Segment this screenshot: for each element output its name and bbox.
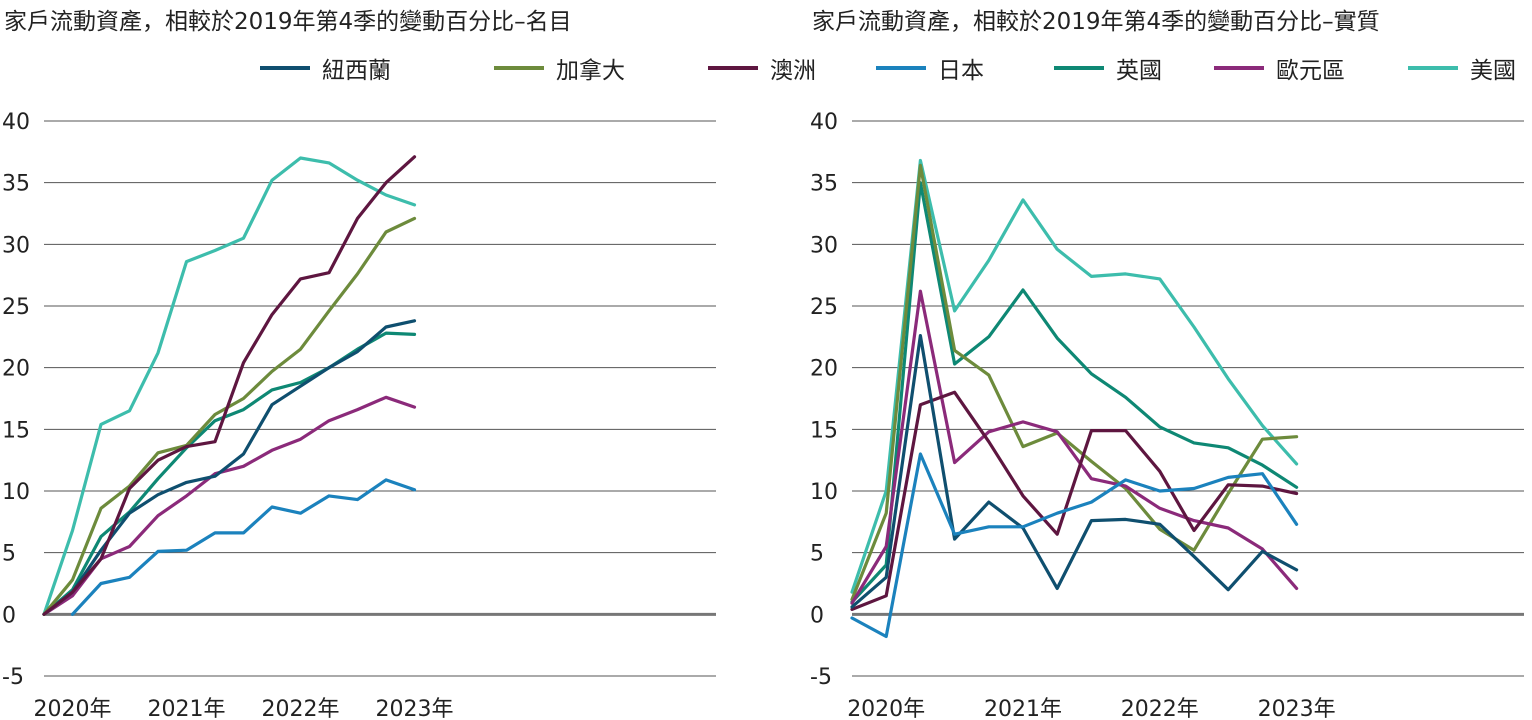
y-tick-label: 30 (2, 233, 30, 258)
series-line-日本 (70, 478, 417, 616)
series-line-紐西蘭 (42, 319, 417, 616)
legend-item-us: 美國 (1408, 50, 1516, 86)
legend-swatch-canada (494, 66, 544, 70)
series-line-英國 (850, 181, 1299, 604)
legend-item-new-zealand: 紐西蘭 (260, 50, 391, 86)
legend-swatch-australia (708, 66, 758, 70)
y-tick-label: 30 (810, 233, 838, 258)
y-tick-label: 15 (810, 418, 838, 443)
legend-label-japan: 日本 (938, 58, 984, 84)
legend-swatch-eurozone (1214, 66, 1264, 70)
legend-label-uk: 英國 (1116, 58, 1162, 84)
legend-item-australia: 澳洲 (708, 50, 816, 86)
y-tick-label: 35 (2, 172, 30, 197)
y-tick-label: -5 (2, 665, 24, 690)
x-tick-label: 2021年 (148, 697, 226, 720)
legend-swatch-us (1408, 66, 1458, 70)
x-tick-label: 2021年 (984, 697, 1062, 720)
y-tick-label: 15 (2, 418, 30, 443)
y-tick-label: 20 (810, 357, 838, 382)
legend-label-canada: 加拿大 (556, 58, 625, 84)
y-tick-label: 5 (2, 542, 16, 567)
series-line-歐元區 (42, 395, 417, 616)
legend-label-us: 美國 (1470, 58, 1516, 84)
legend-item-canada: 加拿大 (494, 50, 625, 86)
series-line-紐西蘭 (850, 334, 1299, 609)
legend-item-japan: 日本 (876, 50, 984, 86)
y-tick-label: 0 (810, 603, 824, 628)
series-line-澳洲 (42, 155, 417, 616)
series-line-歐元區 (850, 289, 1299, 605)
y-tick-label: 35 (810, 172, 838, 197)
y-tick-label: 25 (810, 295, 838, 320)
series-line-澳洲 (850, 390, 1299, 611)
x-tick-label: 2022年 (262, 697, 340, 720)
legend-item-eurozone: 歐元區 (1214, 50, 1345, 86)
x-tick-label: 2023年 (376, 697, 454, 720)
series-line-美國 (850, 158, 1299, 594)
y-tick-label: 10 (810, 480, 838, 505)
legend-swatch-uk (1054, 66, 1104, 70)
y-tick-label: 20 (2, 357, 30, 382)
y-tick-label: 10 (2, 480, 30, 505)
y-tick-label: 0 (2, 603, 16, 628)
chart-title-nominal: 家戶流動資產，相較於2019年第4季的變動百分比–名目 (4, 9, 572, 35)
legend-swatch-new-zealand (260, 66, 310, 70)
series-line-美國 (42, 156, 417, 616)
legend-label-eurozone: 歐元區 (1276, 58, 1345, 84)
x-tick-label: 2023年 (1258, 697, 1336, 720)
legend-swatch-japan (876, 66, 926, 70)
x-tick-label: 2022年 (1121, 697, 1199, 720)
chart-title-real: 家戶流動資產，相較於2019年第4季的變動百分比–實質 (812, 9, 1380, 35)
x-tick-label: 2020年 (34, 697, 112, 720)
series-line-英國 (42, 331, 417, 616)
y-tick-label: 40 (810, 110, 838, 135)
series-line-日本 (850, 452, 1299, 639)
y-tick-label: 40 (2, 110, 30, 135)
legend-label-australia: 澳洲 (770, 58, 816, 84)
legend-item-uk: 英國 (1054, 50, 1162, 86)
x-tick-label: 2020年 (847, 697, 925, 720)
y-tick-label: -5 (810, 665, 832, 690)
chart-panel-real: -5 0 5 10 15 20 25 30 35 40 2020年 2021年 2022年 2023年 (810, 110, 1524, 720)
series-line-加拿大 (850, 163, 1299, 602)
legend-label-new-zealand: 紐西蘭 (322, 58, 391, 84)
y-tick-label: 5 (810, 542, 824, 567)
y-tick-label: 25 (2, 295, 30, 320)
legend: 紐西蘭 加拿大 澳洲 日本 英國 歐元區 美國 (0, 50, 1532, 86)
chart-panel-nominal: -5 0 5 10 15 20 25 30 35 40 2020年 2021年 2022年 2023年 (2, 110, 716, 720)
